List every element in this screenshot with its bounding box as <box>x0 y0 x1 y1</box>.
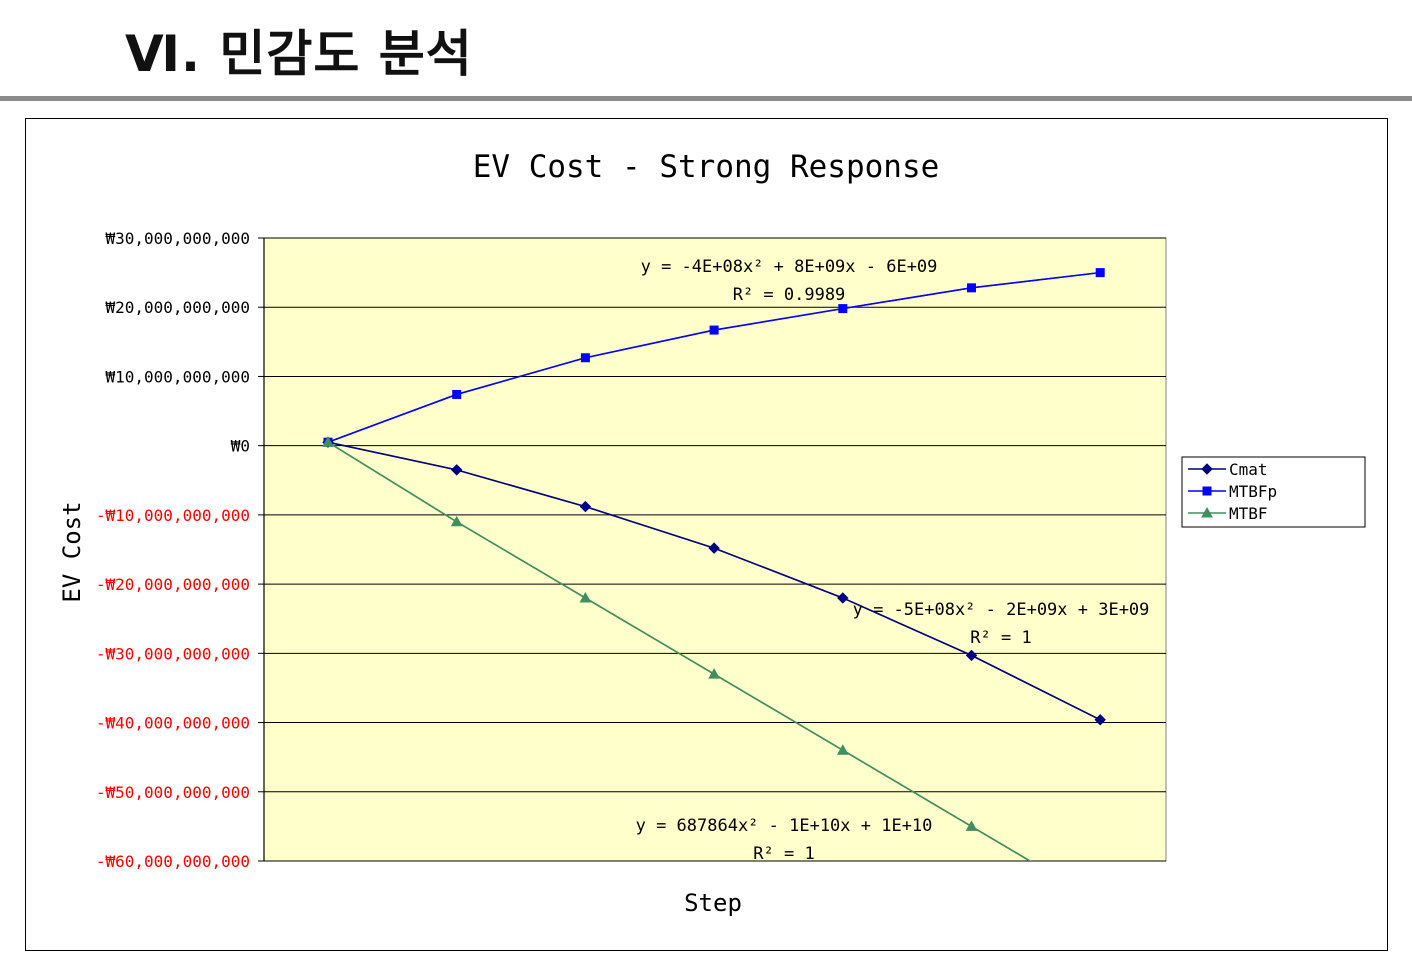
data-point-cmat <box>837 592 849 604</box>
data-point-cmat <box>1094 714 1106 726</box>
trendline-r-squared: R² = 1 <box>753 844 814 864</box>
y-tick-label: ₩0 <box>231 437 250 456</box>
data-point-mtbf <box>836 744 849 755</box>
chart: EV Cost - Strong Response ₩30,000,000,00… <box>58 149 1366 917</box>
legend-marker <box>1201 463 1213 475</box>
chart-title: EV Cost - Strong Response <box>473 149 940 185</box>
y-tick-label: ₩20,000,000,000 <box>106 298 251 317</box>
data-point-cmat <box>708 542 720 554</box>
y-tick-label: -₩10,000,000,000 <box>96 506 250 525</box>
y-tick-label: -₩50,000,000,000 <box>96 783 250 802</box>
gridlines <box>264 237 1166 862</box>
legend-marker <box>1202 486 1212 496</box>
legend-item-cmat: Cmat <box>1188 460 1268 479</box>
trendline-equation: y = -4E+08x² + 8E+09x - 6E+09 <box>641 257 938 277</box>
series <box>322 268 1106 907</box>
x-axis-title: Step <box>684 889 742 917</box>
data-point-cmat <box>579 500 592 513</box>
y-tick-label: -₩60,000,000,000 <box>96 852 250 871</box>
trendline-equations: y = -4E+08x² + 8E+09x - 6E+09 R² = 0.9989… <box>636 257 1150 864</box>
data-point-mtbfp <box>838 304 848 314</box>
legend-marker <box>1201 506 1213 518</box>
data-point-mtbfp <box>1095 268 1105 278</box>
trendline-r-squared: R² = 1 <box>970 628 1031 648</box>
page-title: Ⅵ. 민감도 분석 <box>125 25 473 83</box>
data-point-mtbf <box>1095 898 1105 907</box>
legend-label: Cmat <box>1229 460 1268 479</box>
title-divider <box>0 96 1412 101</box>
legend-item-mtbf: MTBF <box>1188 504 1268 523</box>
data-point-cmat <box>450 464 463 476</box>
y-tick-label: ₩10,000,000,000 <box>106 367 251 386</box>
trendline-equation: y = 687864x² - 1E+10x + 1E+10 <box>636 816 933 836</box>
y-tick-label: -₩20,000,000,000 <box>96 575 250 594</box>
data-point-mtbfp <box>967 283 976 293</box>
data-point-cmat <box>965 649 978 662</box>
trendline-equation: y = -5E+08x² - 2E+09x + 3E+09 <box>853 600 1150 620</box>
y-tick-label: -₩40,000,000,000 <box>96 714 250 733</box>
y-axis: ₩30,000,000,000 ₩20,000,000,000 ₩10,000,00… <box>96 229 265 871</box>
data-point-mtbf <box>579 591 592 603</box>
data-point-mtbf <box>322 436 334 447</box>
legend-label: MTBFp <box>1229 482 1277 501</box>
y-tick-label: ₩30,000,000,000 <box>106 229 251 248</box>
y-axis-title: EV Cost <box>58 501 86 602</box>
legend-label: MTBF <box>1229 504 1268 523</box>
data-point-mtbf <box>965 820 978 831</box>
series-mtbf <box>322 436 1105 907</box>
legend-item-mtbfp: MTBFp <box>1188 482 1277 501</box>
data-point-mtbfp <box>580 353 590 363</box>
chart-container: EV Cost - Strong Response ₩30,000,000,00… <box>25 118 1388 951</box>
data-point-mtbf <box>450 515 463 527</box>
data-point-mtbfp <box>709 325 719 335</box>
legend: Cmat MTBFp MTBF <box>1181 456 1366 528</box>
y-tick-label: -₩30,000,000,000 <box>96 644 250 663</box>
data-point-mtbf <box>708 668 720 679</box>
trendline-r-squared: R² = 0.9989 <box>733 285 846 305</box>
data-point-mtbfp <box>452 389 462 399</box>
